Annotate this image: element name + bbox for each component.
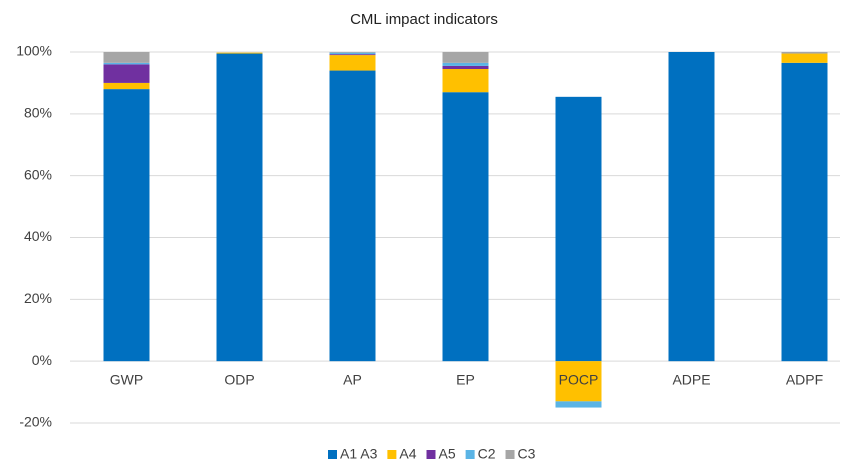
- bar-segment: [442, 69, 489, 93]
- legend-label: A5: [439, 446, 456, 462]
- y-tick-label: 40%: [24, 228, 52, 244]
- bar-segment: [442, 65, 489, 70]
- bar-segment: [103, 89, 150, 362]
- legend-label: A1 A3: [340, 446, 378, 462]
- y-tick-label: -20%: [19, 414, 52, 430]
- bar-segment: [781, 52, 828, 54]
- bar-segment: [216, 53, 263, 362]
- bar-segment: [216, 52, 263, 54]
- bar-segment: [329, 70, 376, 362]
- bar-segment: [555, 96, 602, 362]
- bar-segment: [442, 52, 489, 63]
- bar-segment: [668, 52, 715, 362]
- legend-label: A4: [399, 446, 416, 462]
- bar-segment: [103, 64, 150, 83]
- legend-swatch: [426, 450, 436, 459]
- legend-label: C3: [518, 446, 536, 462]
- x-tick-label: ODP: [224, 372, 254, 388]
- bar-segment: [781, 53, 828, 63]
- legend-swatch: [328, 450, 337, 459]
- legend-swatch: [387, 450, 397, 459]
- x-tick-label: AP: [343, 372, 362, 388]
- y-tick-label: 20%: [24, 290, 52, 306]
- y-tick-label: 100%: [16, 43, 52, 59]
- bar-segment: [555, 361, 602, 402]
- bar-segment: [329, 52, 376, 53]
- bar-segment: [103, 62, 150, 65]
- y-tick-label: 80%: [24, 105, 52, 121]
- y-tick-label: 0%: [32, 352, 52, 368]
- x-tick-label: ADPF: [786, 372, 823, 388]
- x-tick-label: EP: [456, 372, 475, 388]
- bar-segment: [781, 62, 828, 362]
- bar-segment: [103, 52, 150, 63]
- bar-segment: [442, 92, 489, 362]
- bar-segment: [329, 54, 376, 56]
- bar-segment: [103, 82, 150, 90]
- x-tick-label: ADPE: [672, 372, 710, 388]
- bar-segment: [442, 62, 489, 66]
- chart-title: CML impact indicators: [350, 11, 498, 28]
- y-tick-label: 60%: [24, 166, 52, 182]
- bar-segment: [329, 55, 376, 71]
- x-tick-label: GWP: [110, 372, 143, 388]
- legend-swatch: [465, 450, 475, 459]
- bar-segment: [329, 52, 376, 55]
- x-tick-label: POCP: [559, 372, 599, 388]
- bar-segment: [555, 401, 602, 408]
- legend-label: C2: [478, 446, 496, 462]
- legend-swatch: [505, 450, 515, 459]
